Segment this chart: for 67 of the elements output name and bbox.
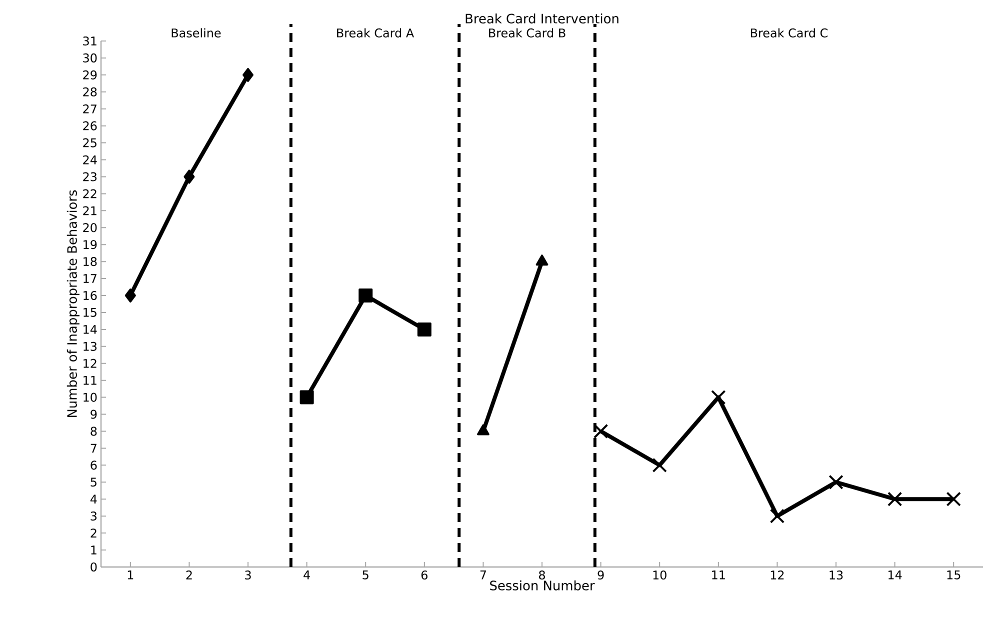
x-tick-label: 11 (712, 570, 725, 580)
y-tick-label: 20 (83, 223, 97, 232)
x-tick-label: 2 (186, 570, 192, 580)
x-tick-label: 5 (362, 570, 368, 580)
y-tick-label: 30 (83, 53, 97, 62)
y-tick-label: 15 (84, 308, 96, 317)
point (828, 474, 844, 490)
x-tick-label: 1 (128, 570, 134, 580)
y-tick-label: 6 (90, 460, 97, 470)
point (417, 322, 432, 336)
point (358, 288, 373, 302)
point (593, 424, 608, 439)
point (652, 458, 667, 473)
y-tick-label: 16 (84, 290, 97, 300)
y-tick-label: 11 (84, 376, 96, 385)
y-tick-label: 22 (83, 189, 96, 198)
x-tick-label: 12 (770, 570, 784, 580)
point (711, 390, 726, 405)
point (887, 492, 902, 506)
y-tick-label: 25 (83, 138, 96, 148)
point (300, 390, 314, 404)
y-tick-label: 26 (83, 121, 97, 130)
y-tick-label: 1 (91, 546, 96, 554)
y-tick-label: 8 (90, 426, 97, 436)
y-tick-label: 0 (90, 562, 97, 572)
y-tick-label: 3 (90, 512, 97, 521)
y-axis-title: Number of Inappropriate Behaviors (66, 190, 80, 418)
y-tick-label: 18 (84, 257, 97, 266)
y-tick-label: 19 (84, 240, 97, 250)
x-tick-label: 6 (421, 570, 428, 580)
x-tick-label: 15 (947, 570, 960, 580)
y-tick-label: 17 (84, 274, 96, 283)
y-tick-label: 7 (90, 444, 96, 453)
y-tick-label: 10 (84, 392, 97, 402)
point (184, 170, 195, 184)
x-tick-label: 10 (653, 570, 666, 580)
y-tick-label: 4 (90, 494, 97, 504)
y-tick-label: 27 (83, 104, 96, 114)
x-tick-label: 7 (480, 570, 486, 580)
y-tick-label: 9 (90, 410, 97, 419)
x-tick-label: 13 (830, 570, 843, 580)
y-tick-label: 13 (84, 342, 97, 351)
text: Baseline (172, 28, 221, 38)
y-tick-label: 28 (83, 87, 97, 96)
point (242, 68, 254, 82)
x-tick-label: 8 (539, 570, 545, 580)
y-tick-label: 5 (90, 478, 96, 487)
y-tick-label: 12 (84, 358, 96, 368)
y-tick-label: 29 (83, 70, 97, 80)
y-tick-label: 21 (83, 206, 96, 216)
x-tick-label: 4 (304, 570, 310, 580)
y-tick-label: 14 (84, 325, 97, 334)
y-tick-label: 24 (83, 155, 97, 164)
text: Break Card B (489, 28, 566, 38)
point (770, 508, 785, 524)
chart-title: Break Card Intervention (466, 13, 618, 24)
x-tick-label: 3 (245, 570, 251, 580)
point (124, 288, 136, 302)
y-tick-label: 31 (83, 36, 96, 46)
x-tick-label: 14 (888, 570, 902, 580)
point (946, 492, 961, 506)
y-tick-label: 23 (83, 172, 97, 182)
text: Break Card A (337, 28, 414, 38)
x-axis-title: Session Number (490, 580, 595, 590)
text: Break Card C (750, 28, 828, 38)
x-tick-label: 9 (598, 570, 604, 580)
y-tick-label: 2 (90, 528, 96, 538)
